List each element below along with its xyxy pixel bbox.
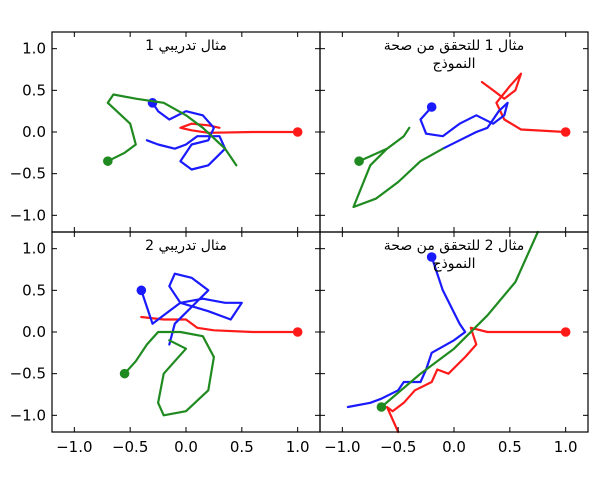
x-tick-label: 0.0 (442, 438, 466, 456)
panel-2: مثال 1 للتحقق من صحة النموذج (319, 31, 589, 233)
panel-title: مثال تدريبي 1 (145, 38, 227, 54)
panels: −1.0 −0.5 0.0 0.5 1.0 مثال تدريبي 1 مثال 1 للت… (10, 31, 589, 456)
panel-3: −1.0 −1.0 −0.5 −0.5 0.0 0.0 0.5 0.5 1.0 1.0 مثال ت… (10, 231, 321, 456)
x-tick-label: −0.5 (112, 438, 148, 456)
y-tick-label: −0.5 (10, 165, 46, 183)
panel-title: مثال 1 للتحقق من صحة (384, 38, 524, 54)
y-tick-label: −0.5 (10, 365, 46, 383)
series-line-red (385, 326, 567, 434)
series-marker-green (354, 156, 364, 166)
panel-title: النموذج (433, 56, 476, 72)
panel-1: −1.0 −0.5 0.0 0.5 1.0 مثال تدريبي 1 (10, 31, 321, 233)
y-tick-label: 0.0 (22, 323, 46, 341)
x-tick-label: −1.0 (56, 438, 92, 456)
series-marker-red (560, 127, 571, 137)
x-tick-label: 1.0 (554, 438, 578, 456)
series-line-red (140, 315, 299, 334)
series-marker-blue (147, 98, 158, 108)
series-marker-green (103, 156, 113, 166)
panel-title: مثال تدريبي 2 (145, 238, 227, 254)
panel-title: مثال 2 للتحقق من صحة (384, 238, 524, 254)
series-marker-green (376, 402, 387, 412)
x-tick-label: 0.5 (230, 438, 254, 456)
y-tick-label: −1.0 (10, 406, 46, 424)
series-marker-green (119, 368, 130, 379)
x-tick-label: 0.0 (174, 438, 198, 456)
panel-title: النموذج (433, 256, 476, 272)
series-line-red (480, 72, 567, 134)
series-line-blue (140, 272, 243, 346)
series-marker-red (560, 327, 571, 337)
panel-4: −1.0 −0.5 0.0 0.5 1.0 مثال 2 للتحقق من صحة الن… (319, 230, 589, 456)
series-line-blue (145, 101, 227, 171)
series-line-red (179, 122, 299, 134)
y-tick-label: 1.0 (22, 240, 46, 258)
x-tick-label: 1.0 (286, 438, 310, 456)
x-tick-label: 0.5 (498, 438, 522, 456)
series-line-green (380, 230, 539, 409)
series-marker-blue (426, 252, 437, 262)
y-tick-label: −1.0 (10, 206, 46, 224)
series-line-blue (419, 101, 509, 150)
y-tick-label: 1.0 (22, 40, 46, 58)
y-tick-label: 0.5 (22, 81, 46, 99)
series-line-green (123, 330, 215, 417)
x-tick-label: −0.5 (380, 438, 416, 456)
series-line-green (352, 126, 444, 209)
series-marker-blue (426, 102, 437, 112)
y-tick-label: 0.5 (22, 281, 46, 299)
series-marker-red (292, 127, 303, 137)
y-tick-label: 0.0 (22, 123, 46, 141)
series-marker-blue (136, 285, 147, 296)
series-line-green (106, 93, 238, 167)
series-marker-red (292, 327, 303, 337)
x-tick-label: −1.0 (324, 438, 360, 456)
